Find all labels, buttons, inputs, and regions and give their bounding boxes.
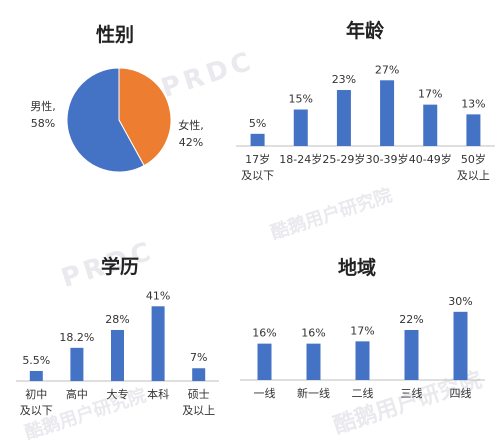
data-label: 16% xyxy=(252,327,276,340)
category-label: 25-29岁 xyxy=(322,152,365,166)
bar xyxy=(151,306,165,381)
data-label: 30% xyxy=(448,295,472,308)
bar xyxy=(380,80,395,146)
category-label: 40-49岁 xyxy=(409,152,452,166)
pie-slice-male xyxy=(66,67,145,173)
data-label: 27% xyxy=(375,63,399,76)
data-label: 7% xyxy=(190,351,207,364)
data-label: 17% xyxy=(350,324,374,337)
education-title: 学历 xyxy=(100,256,139,278)
bar xyxy=(404,330,419,380)
bar xyxy=(257,343,272,380)
bar xyxy=(453,311,468,380)
category-label: 30-39岁 xyxy=(366,152,409,166)
pie-slice-female xyxy=(118,67,172,167)
category-label: 17岁及以下 xyxy=(241,152,274,182)
category-label: 四线 xyxy=(450,386,472,400)
category-label: 初中及以下 xyxy=(20,387,53,417)
category-label: 三线 xyxy=(401,386,423,400)
bar xyxy=(355,341,370,380)
bar xyxy=(70,347,84,381)
data-label: 5.5% xyxy=(22,354,50,367)
age-title: 年龄 xyxy=(345,20,384,42)
bar xyxy=(293,109,308,146)
category-label: 18-24岁 xyxy=(279,152,322,166)
category-label: 50岁及以上 xyxy=(457,152,490,182)
bar xyxy=(192,368,206,381)
category-label: 二线 xyxy=(352,386,374,400)
data-label: 15% xyxy=(289,93,313,106)
category-label: 新一线 xyxy=(297,386,330,400)
bar xyxy=(111,329,124,381)
data-label: 18.2% xyxy=(59,331,94,344)
category-label: 一线 xyxy=(254,386,276,400)
category-label: 高中 xyxy=(66,387,88,401)
bar xyxy=(466,114,481,146)
data-label: 17% xyxy=(418,88,442,101)
data-label: 41% xyxy=(146,289,170,302)
data-label: 13% xyxy=(461,97,485,110)
gender-title: 性别 xyxy=(95,24,134,46)
data-label: 22% xyxy=(399,313,423,326)
data-label: 16% xyxy=(301,327,325,340)
data-label: 28% xyxy=(105,313,129,326)
data-label: 23% xyxy=(332,73,356,86)
region-title: 地域 xyxy=(337,257,376,279)
category-label: 硕士及以上 xyxy=(182,388,215,417)
bar xyxy=(306,343,321,380)
category-label: 本科 xyxy=(147,387,169,401)
bar xyxy=(336,90,351,146)
category-label: 大专 xyxy=(107,387,129,401)
bar xyxy=(423,104,438,146)
data-label: 5% xyxy=(249,117,266,130)
pie-label-male: 男性, 58% xyxy=(30,99,56,130)
bar xyxy=(250,133,265,146)
pie-label-female: 女性, 42% xyxy=(178,118,204,149)
bar xyxy=(29,370,43,381)
